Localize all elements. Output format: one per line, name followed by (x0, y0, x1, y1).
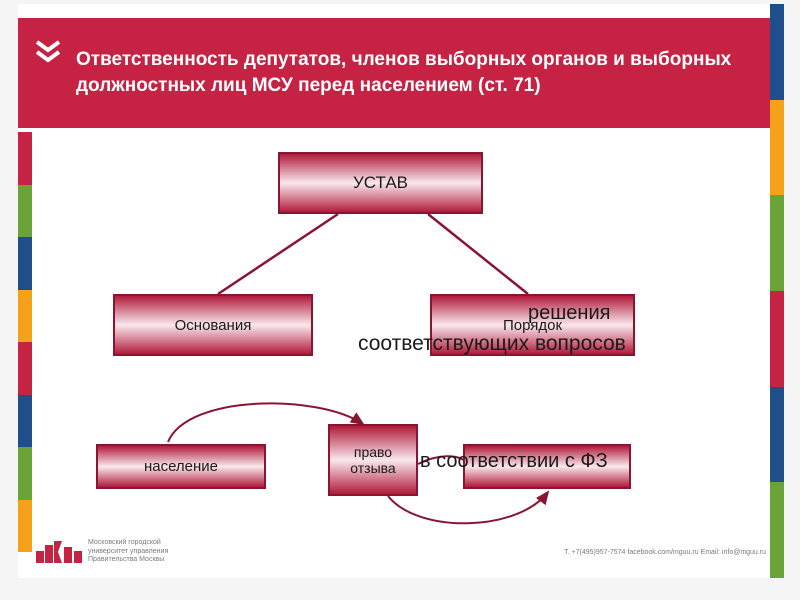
header-bar: Ответственность депутатов, членов выборн… (18, 18, 782, 128)
node-pravo: право отзыва (328, 424, 418, 496)
footer-org-line: Московский городской (88, 539, 168, 547)
logo-icon (36, 541, 82, 563)
node-ustav: УСТАВ (278, 152, 483, 214)
footer-contact: T. +7(495)957-7574 facebook.com/mguu.ru … (564, 549, 766, 556)
overflow-text-v-sootv-fz: в соответствии с ФЗ (420, 450, 608, 473)
footer-org-line: Правительства Москвы (88, 556, 168, 564)
diagram: УСТАВ Основания Порядок население право … (18, 134, 782, 554)
slide: Ответственность депутатов, членов выборн… (18, 4, 782, 578)
node-label: Основания (175, 317, 252, 334)
overflow-text-sootv-voprosov: соответствующих вопросов (358, 332, 626, 356)
node-label: УСТАВ (353, 173, 408, 193)
chevron-down-icon (34, 40, 62, 71)
overflow-text-resheniya: решения (528, 302, 610, 325)
header-title: Ответственность депутатов, членов выборн… (76, 47, 762, 98)
node-label: право отзыва (338, 444, 408, 476)
node-label: население (144, 458, 218, 475)
footer-org-line: университет управления (88, 548, 168, 556)
node-naselenie: население (96, 444, 266, 489)
footer: Московский городской университет управле… (36, 534, 766, 570)
stripe (770, 4, 784, 100)
node-osnov: Основания (113, 294, 313, 356)
footer-logo: Московский городской университет управле… (36, 539, 168, 564)
footer-org: Московский городской университет управле… (88, 539, 168, 564)
